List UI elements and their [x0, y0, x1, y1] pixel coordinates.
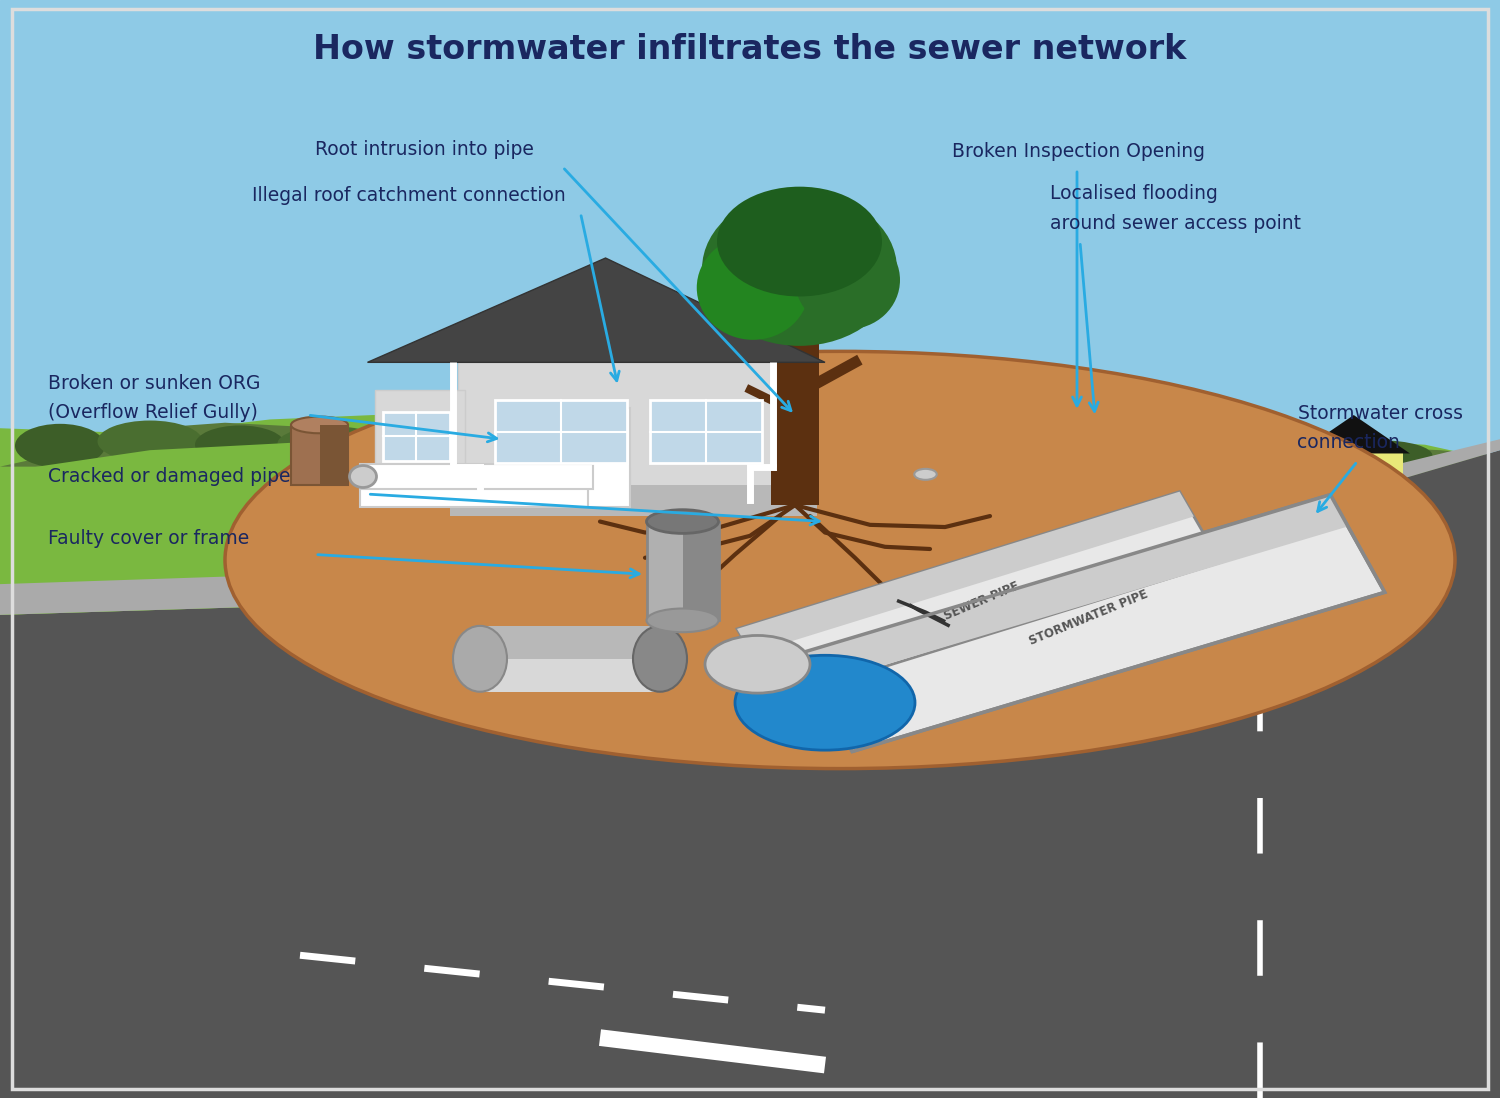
Polygon shape [0, 582, 1050, 1098]
Bar [1072, 444, 1140, 474]
Ellipse shape [702, 192, 897, 346]
Ellipse shape [1038, 490, 1182, 531]
Ellipse shape [453, 626, 507, 692]
Ellipse shape [98, 421, 202, 462]
Polygon shape [736, 492, 1194, 653]
Text: How stormwater infiltrates the sewer network: How stormwater infiltrates the sewer net… [314, 33, 1186, 66]
Polygon shape [0, 423, 525, 467]
Ellipse shape [975, 436, 1065, 469]
Polygon shape [930, 439, 1500, 483]
Text: Root intrusion into pipe: Root intrusion into pipe [315, 141, 534, 159]
Polygon shape [0, 467, 525, 500]
Ellipse shape [1088, 430, 1192, 466]
Bar [458, 362, 810, 489]
Ellipse shape [735, 656, 915, 750]
Bar [650, 400, 762, 463]
Ellipse shape [633, 626, 687, 692]
Polygon shape [0, 439, 1050, 615]
Bar [450, 485, 818, 516]
Polygon shape [1065, 405, 1148, 444]
Polygon shape [736, 492, 1221, 699]
FancyBboxPatch shape [682, 522, 718, 620]
Bar [375, 390, 465, 489]
Bar [291, 425, 348, 485]
Polygon shape [798, 495, 1384, 751]
Text: Localised flooding: Localised flooding [1050, 184, 1218, 203]
Ellipse shape [1096, 505, 1124, 516]
Ellipse shape [795, 231, 900, 329]
Text: (Overflow Relief Gully): (Overflow Relief Gully) [48, 403, 258, 422]
Bar [771, 340, 819, 505]
Text: connection: connection [1298, 434, 1401, 452]
Ellipse shape [278, 426, 382, 461]
Text: Broken or sunken ORG: Broken or sunken ORG [48, 374, 261, 393]
Polygon shape [368, 258, 825, 362]
Ellipse shape [350, 466, 376, 488]
Polygon shape [1305, 516, 1380, 584]
Ellipse shape [1089, 502, 1131, 518]
Polygon shape [1298, 415, 1410, 453]
Ellipse shape [646, 509, 718, 534]
Text: SEWER PIPE: SEWER PIPE [942, 579, 1022, 623]
Polygon shape [798, 495, 1348, 685]
Bar [495, 400, 627, 463]
Ellipse shape [914, 469, 936, 480]
Ellipse shape [646, 608, 718, 632]
Ellipse shape [705, 636, 810, 693]
Bar [320, 425, 348, 485]
Text: Broken Inspection Opening: Broken Inspection Opening [952, 143, 1206, 161]
Bar [1305, 453, 1402, 489]
Ellipse shape [291, 416, 348, 434]
Text: Cracked or damaged pipe: Cracked or damaged pipe [48, 468, 291, 486]
Text: around sewer access point: around sewer access point [1050, 214, 1300, 233]
Text: STORMWATER PIPE: STORMWATER PIPE [1028, 587, 1150, 648]
Bar [382, 412, 450, 461]
Polygon shape [0, 549, 1050, 615]
Polygon shape [0, 412, 1500, 1098]
FancyBboxPatch shape [646, 522, 718, 620]
Ellipse shape [1328, 440, 1432, 471]
Bar [1302, 542, 1384, 553]
Polygon shape [1050, 450, 1500, 1098]
Bar [588, 408, 630, 507]
Ellipse shape [1215, 437, 1305, 468]
FancyBboxPatch shape [480, 626, 660, 659]
Bar [1302, 571, 1384, 582]
Text: Faulty cover or frame: Faulty cover or frame [48, 529, 249, 548]
Ellipse shape [696, 236, 810, 340]
Bar [1302, 557, 1384, 568]
Text: Illegal roof catchment connection: Illegal roof catchment connection [252, 187, 566, 205]
Polygon shape [1050, 439, 1500, 582]
Bar [1302, 528, 1384, 539]
Ellipse shape [225, 351, 1455, 769]
Ellipse shape [717, 187, 882, 296]
Bar [360, 464, 592, 489]
FancyBboxPatch shape [480, 626, 660, 692]
Ellipse shape [15, 424, 105, 468]
Ellipse shape [195, 426, 285, 464]
Polygon shape [360, 470, 630, 507]
Text: Stormwater cross: Stormwater cross [1298, 404, 1462, 423]
